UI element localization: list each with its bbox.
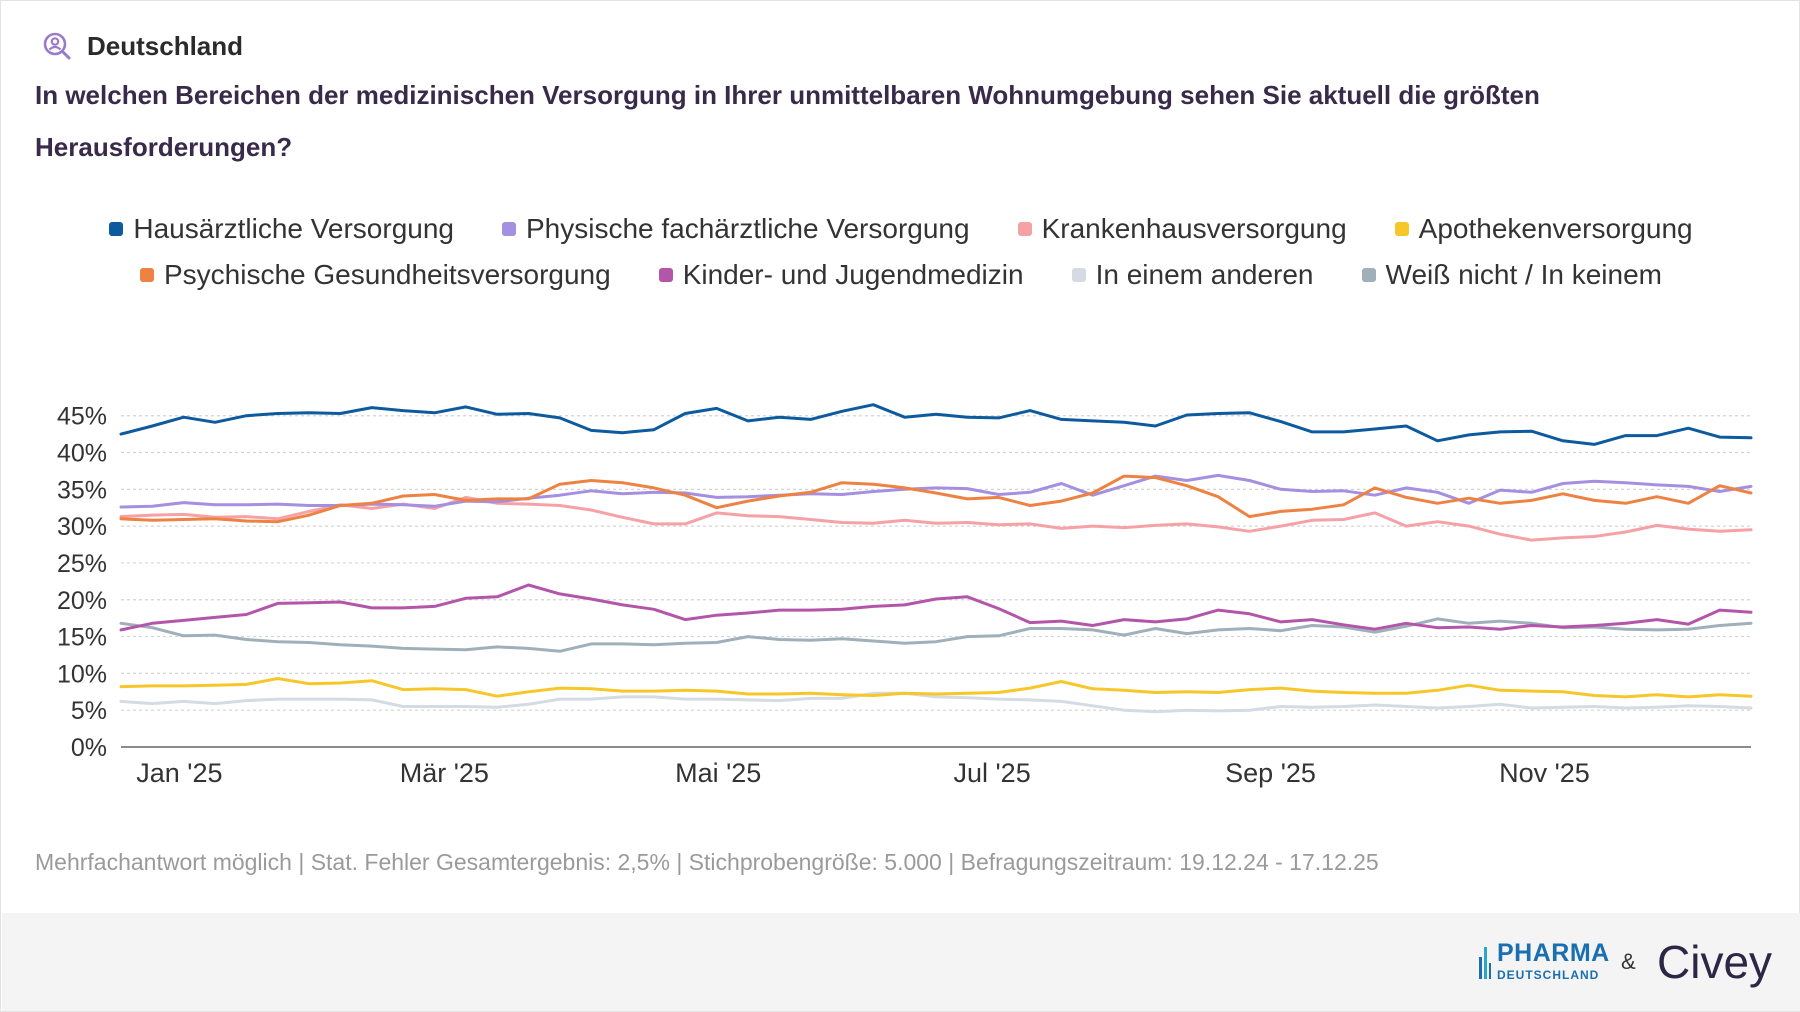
legend-swatch: [1361, 268, 1376, 282]
series-line: [119, 474, 1753, 524]
series-line: [119, 617, 1753, 653]
search-person-icon: [43, 32, 71, 60]
legend-label: Physische fachärztliche Versorgung: [525, 213, 970, 244]
footer-bar: [2, 913, 1800, 1011]
y-tick-label: 30%: [57, 513, 107, 541]
legend-item[interactable]: Kinder- und Jugendmedizin: [658, 259, 1024, 290]
legend-label: Weiß nicht / In keinem: [1385, 259, 1662, 290]
legend-item[interactable]: Hausärztliche Versorgung: [109, 213, 454, 244]
x-tick-label: Mai '25: [675, 758, 761, 788]
legend-label: Krankenhausversorgung: [1041, 213, 1347, 244]
x-tick-label: Jul '25: [954, 758, 1031, 788]
legend-item[interactable]: Apothekenversorgung: [1394, 213, 1693, 244]
x-tick-label: Jan '25: [136, 758, 222, 788]
x-tick-label: Sep '25: [1225, 758, 1316, 788]
y-tick-label: 0%: [71, 734, 107, 762]
y-tick-label: 20%: [57, 587, 107, 615]
series-line: [119, 583, 1753, 632]
series-line: [119, 677, 1753, 699]
legend-item[interactable]: Psychische Gesundheitsversorgung: [140, 259, 611, 290]
region-label: Deutschland: [87, 30, 244, 61]
pharma-bars-icon: [1479, 947, 1491, 979]
series-line: [119, 691, 1753, 714]
chart-question-title: In welchen Bereichen der medizinischen V…: [35, 80, 1540, 162]
civey-logo: Civey: [1657, 936, 1773, 988]
legend-label: Hausärztliche Versorgung: [133, 213, 454, 244]
line-chart: 0% 5% 10% 15% 20% 25% 30% 35% 40% 45% Jan '25 Mär '…: [57, 403, 1753, 788]
pharma-logo-sub: DEUTSCHLAND: [1497, 968, 1600, 982]
legend-swatch: [1394, 222, 1409, 236]
pharma-deutschland-logo: PHARMA DEUTSCHLAND: [1479, 941, 1610, 981]
legend-item[interactable]: Physische fachärztliche Versorgung: [501, 213, 970, 244]
legend-item[interactable]: Krankenhausversorgung: [1017, 213, 1347, 244]
y-tick-label: 5%: [71, 697, 107, 725]
y-tick-label: 15%: [57, 624, 107, 652]
y-tick-label: 10%: [57, 660, 107, 688]
legend-swatch: [140, 268, 154, 282]
y-tick-label: 40%: [57, 440, 107, 468]
series-line: [119, 403, 1753, 446]
logo-ampersand: &: [1621, 949, 1636, 974]
legend-swatch: [109, 222, 124, 236]
x-tick-label: Nov '25: [1499, 758, 1590, 788]
survey-footnote: Mehrfachantwort möglich | Stat. Fehler G…: [35, 849, 1379, 875]
chart-legend: Hausärztliche Versorgung Physische fachär…: [61, 213, 1741, 290]
legend-label: Apothekenversorgung: [1418, 213, 1693, 244]
legend-label: In einem anderen: [1095, 259, 1314, 290]
pharma-logo-main: PHARMA: [1497, 939, 1610, 967]
region-header: Deutschland: [41, 29, 243, 63]
y-tick-label: 35%: [57, 476, 107, 504]
legend-swatch: [658, 268, 673, 282]
y-tick-label: 45%: [57, 403, 107, 431]
legend-swatch: [501, 222, 516, 236]
y-tick-label: 25%: [57, 550, 107, 578]
legend-label: Kinder- und Jugendmedizin: [682, 259, 1024, 290]
legend-label: Psychische Gesundheitsversorgung: [164, 259, 611, 290]
legend-item[interactable]: Weiß nicht / In keinem: [1361, 259, 1662, 290]
x-tick-label: Mär '25: [400, 758, 489, 788]
legend-swatch: [1017, 222, 1032, 236]
legend-swatch: [1071, 268, 1086, 282]
legend-item[interactable]: In einem anderen: [1071, 259, 1314, 290]
